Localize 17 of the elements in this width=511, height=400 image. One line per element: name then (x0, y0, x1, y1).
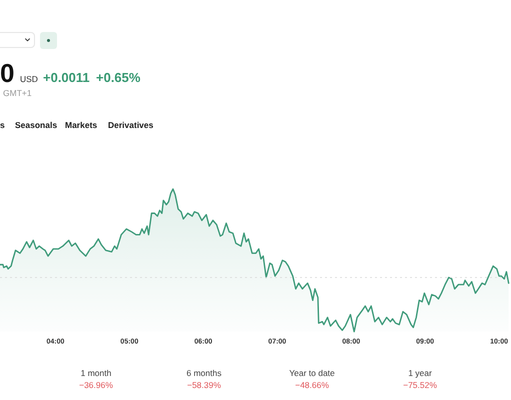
text: −75.52% (403, 380, 437, 390)
text: −48.66% (295, 380, 329, 390)
text: −36.96% (79, 380, 113, 390)
text: USD (20, 74, 38, 84)
text: +0.0011 (43, 70, 90, 85)
text: Year to date (289, 368, 335, 378)
text: 1 year (408, 368, 432, 378)
text: Markets (65, 120, 98, 130)
text: s (0, 120, 5, 130)
text: Derivatives (108, 120, 154, 130)
text: Seasonals (15, 120, 58, 130)
text: 6 months (186, 368, 222, 378)
text: 0 (0, 58, 14, 88)
text: +0.65% (96, 70, 140, 85)
text: −58.39% (187, 380, 221, 390)
text: GMT+1 (3, 88, 32, 98)
text: 1 month (80, 368, 112, 378)
